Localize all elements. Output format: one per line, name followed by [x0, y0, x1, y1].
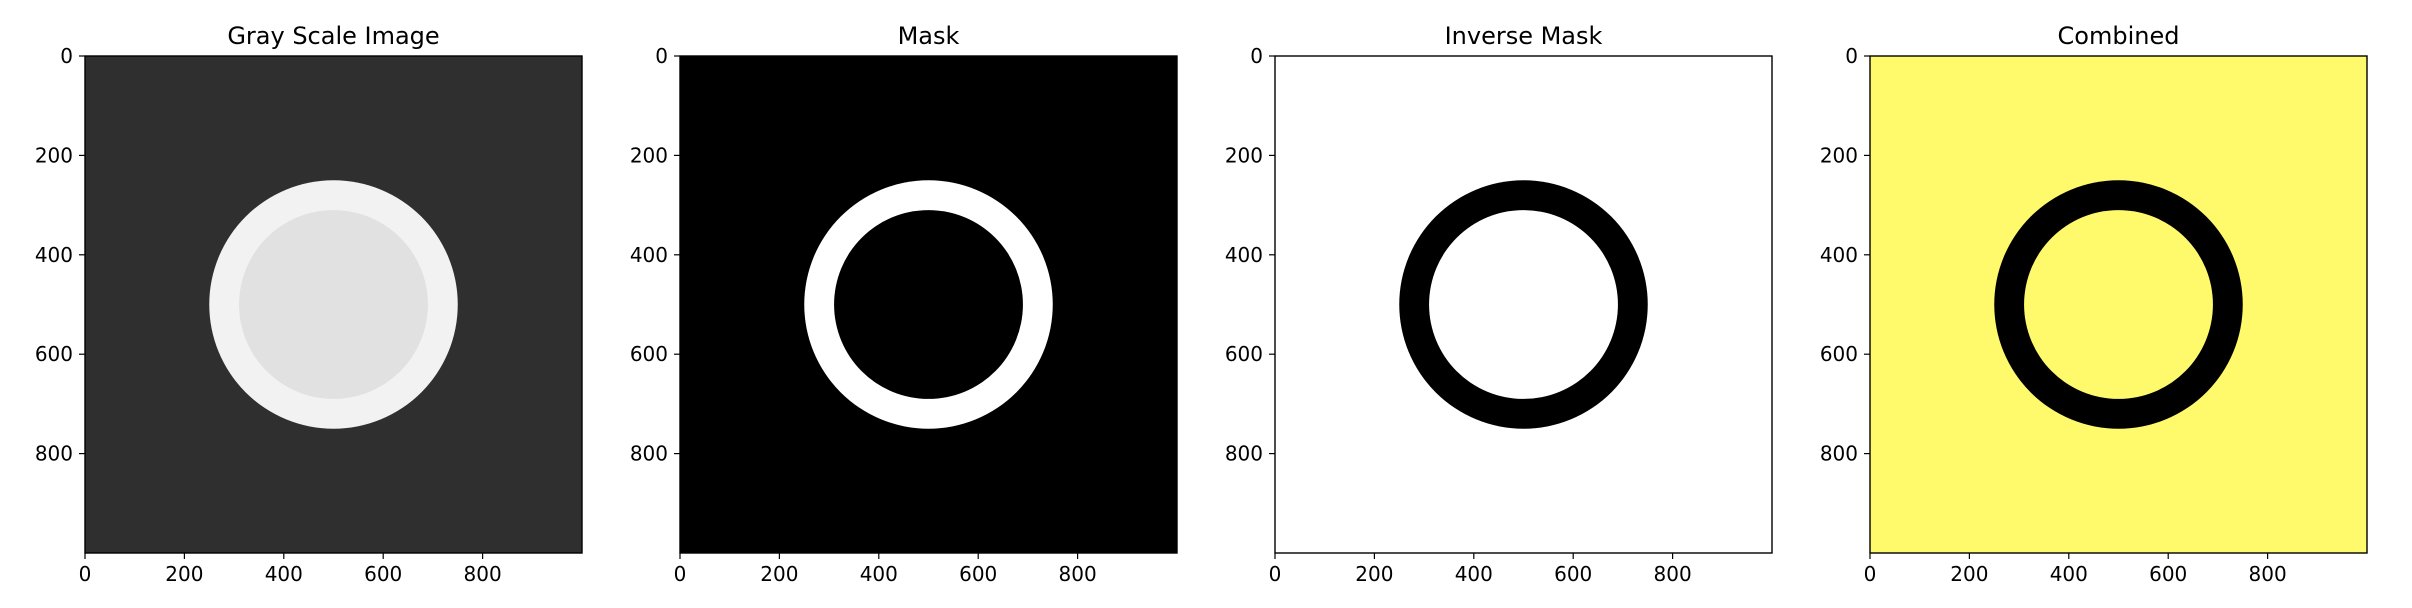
y-tick-label: 0 — [1845, 44, 1858, 68]
x-tick-label: 200 — [1950, 562, 1988, 586]
y-tick-label: 200 — [1820, 143, 1858, 167]
y-tick-label: 400 — [35, 243, 73, 267]
x-tick-label: 400 — [265, 562, 303, 586]
panel-title: Inverse Mask — [1445, 22, 1603, 50]
x-tick-label: 800 — [1059, 562, 1097, 586]
y-tick-label: 0 — [60, 44, 73, 68]
axes-frame — [1869, 55, 2368, 554]
y-tick-label: 200 — [35, 143, 73, 167]
image-circle-2 — [2024, 210, 2213, 399]
y-tick-label: 200 — [630, 143, 668, 167]
x-tick-label: 600 — [2149, 562, 2187, 586]
x-tick-label: 800 — [2249, 562, 2287, 586]
x-tick-label: 200 — [760, 562, 798, 586]
y-tick-label: 600 — [1820, 342, 1858, 366]
x-tick-label: 400 — [2050, 562, 2088, 586]
y-tick-label: 400 — [630, 243, 668, 267]
y-tick-label: 800 — [1820, 442, 1858, 466]
x-tick-label: 400 — [1455, 562, 1493, 586]
x-tick-label: 800 — [1654, 562, 1692, 586]
panel-3: Inverse Mask 0 200 400 600 800 0 200 400 600 800 — [1225, 22, 1773, 586]
y-tick-label: 0 — [655, 44, 668, 68]
x-tick-label: 200 — [1355, 562, 1393, 586]
x-tick-label: 600 — [1554, 562, 1592, 586]
panel-1: Gray Scale Image 0 200 400 600 800 0 200 400 600 8… — [35, 22, 583, 586]
panel-title: Gray Scale Image — [227, 22, 439, 50]
x-tick-label: 200 — [165, 562, 203, 586]
x-tick-label: 0 — [674, 562, 687, 586]
y-tick-label: 800 — [35, 442, 73, 466]
x-tick-label: 0 — [1864, 562, 1877, 586]
y-tick-label: 400 — [1225, 243, 1263, 267]
y-tick-label: 600 — [630, 342, 668, 366]
x-tick-label: 800 — [464, 562, 502, 586]
panel-4: Combined 0 200 400 600 800 0 200 400 600 800 — [1820, 22, 2368, 586]
panel-title: Combined — [2058, 22, 2180, 50]
panel-2: Mask 0 200 400 600 800 0 200 400 600 800 — [630, 22, 1178, 586]
x-tick-label: 0 — [1269, 562, 1282, 586]
y-tick-label: 400 — [1820, 243, 1858, 267]
image-shapes — [1994, 180, 2243, 429]
x-tick-label: 400 — [860, 562, 898, 586]
y-tick-label: 800 — [1225, 442, 1263, 466]
x-tick-label: 0 — [79, 562, 92, 586]
image-circle-2 — [834, 210, 1023, 399]
image-shapes — [804, 180, 1053, 429]
y-tick-label: 600 — [35, 342, 73, 366]
x-tick-label: 600 — [959, 562, 997, 586]
y-tick-label: 600 — [1225, 342, 1263, 366]
image-shapes — [209, 180, 458, 429]
axes-frame — [84, 55, 583, 554]
y-tick-label: 800 — [630, 442, 668, 466]
panel-title: Mask — [898, 22, 960, 50]
image-shapes — [1399, 180, 1648, 429]
image-circle-2 — [239, 210, 428, 399]
y-tick-label: 200 — [1225, 143, 1263, 167]
image-circle-2 — [1429, 210, 1618, 399]
y-tick-label: 0 — [1250, 44, 1263, 68]
x-tick-label: 600 — [364, 562, 402, 586]
axes-frame — [679, 55, 1178, 554]
axes-frame — [1274, 55, 1773, 554]
